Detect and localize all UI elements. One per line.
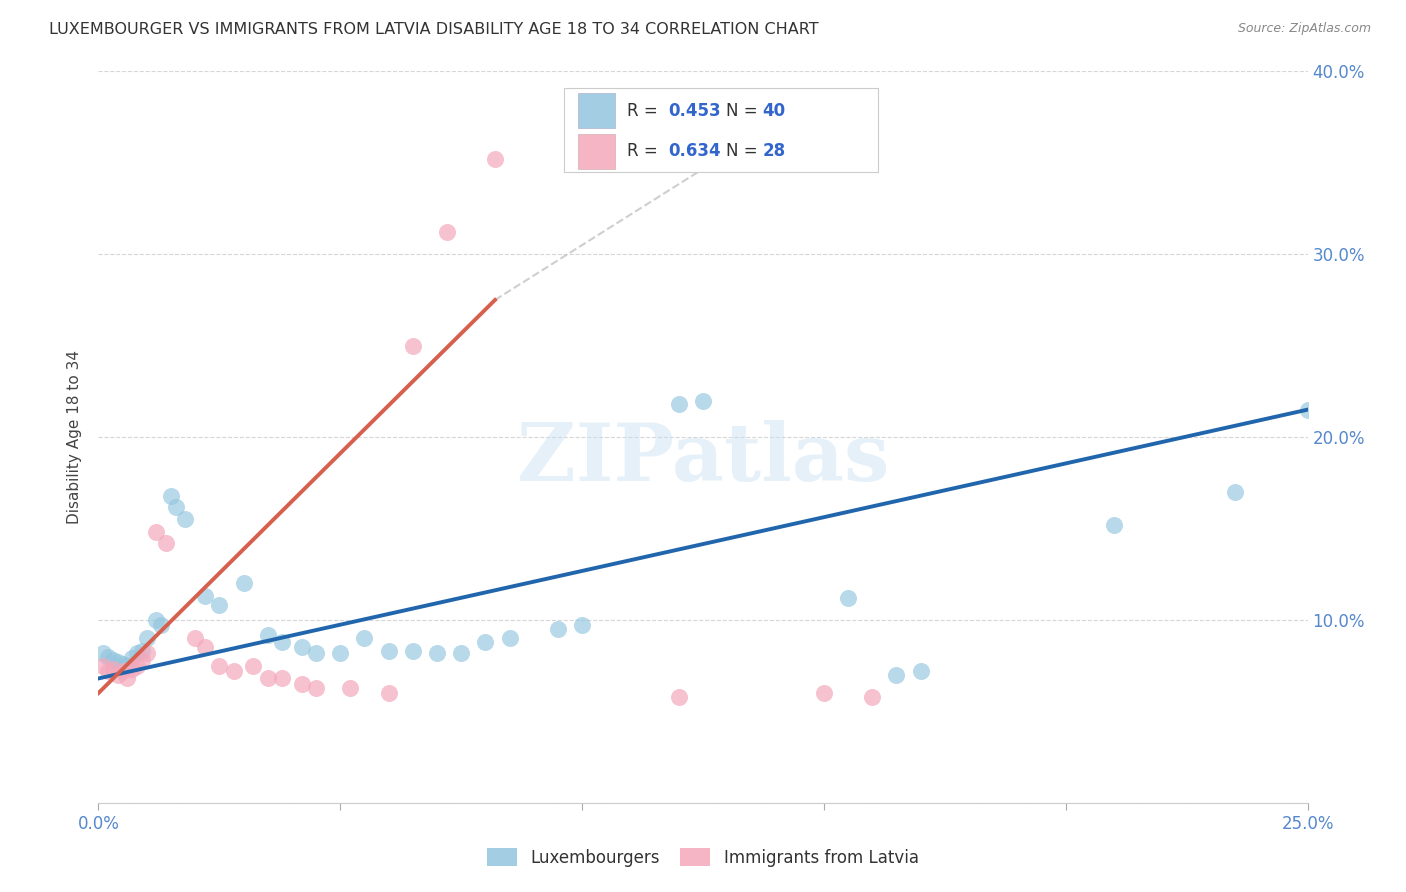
Point [222, 664, 245, 678]
Text: ZIPatlas: ZIPatlas [517, 420, 889, 498]
Point [242, 658, 264, 673]
Point [160, 489, 183, 503]
Point [271, 635, 294, 649]
Point [232, 576, 254, 591]
Text: 28: 28 [762, 142, 786, 161]
Point [135, 646, 157, 660]
Point [150, 618, 173, 632]
Point [135, 632, 157, 646]
Point [305, 681, 328, 695]
Point [290, 640, 312, 655]
Point [101, 662, 124, 676]
Point [256, 627, 278, 641]
Point [107, 655, 129, 669]
Text: R =: R = [627, 102, 662, 120]
Point [101, 653, 124, 667]
Point [1102, 517, 1125, 532]
Point [329, 646, 352, 660]
Text: Source: ZipAtlas.com: Source: ZipAtlas.com [1237, 22, 1371, 36]
Point [121, 651, 143, 665]
Point [165, 500, 187, 514]
Point [377, 644, 399, 658]
Point [194, 640, 217, 655]
Point [174, 512, 197, 526]
Point [111, 664, 134, 678]
Point [571, 618, 593, 632]
Point [813, 686, 835, 700]
Point [127, 646, 149, 660]
Legend: Luxembourgers, Immigrants from Latvia: Luxembourgers, Immigrants from Latvia [479, 840, 927, 875]
Text: N =: N = [725, 142, 763, 161]
Point [121, 662, 143, 676]
Point [886, 667, 908, 681]
Point [668, 690, 690, 704]
Point [353, 632, 375, 646]
FancyBboxPatch shape [578, 94, 614, 128]
Point [208, 658, 231, 673]
FancyBboxPatch shape [564, 88, 879, 172]
Point [208, 599, 231, 613]
Text: 0.634: 0.634 [668, 142, 720, 161]
Point [271, 672, 294, 686]
Point [498, 632, 520, 646]
Point [91, 658, 114, 673]
Point [131, 644, 153, 658]
Point [111, 657, 134, 671]
Point [837, 591, 859, 605]
Point [426, 646, 449, 660]
Point [107, 667, 129, 681]
Point [194, 589, 217, 603]
Point [305, 646, 328, 660]
Point [402, 338, 425, 352]
Point [910, 664, 932, 678]
Point [1296, 402, 1319, 417]
Point [484, 152, 506, 166]
Text: 0.453: 0.453 [668, 102, 720, 120]
Point [117, 658, 139, 673]
Point [184, 632, 207, 646]
Point [290, 677, 312, 691]
Point [339, 681, 361, 695]
Point [692, 393, 714, 408]
Point [436, 225, 458, 239]
Point [402, 644, 425, 658]
Text: LUXEMBOURGER VS IMMIGRANTS FROM LATVIA DISABILITY AGE 18 TO 34 CORRELATION CHART: LUXEMBOURGER VS IMMIGRANTS FROM LATVIA D… [49, 22, 818, 37]
Point [97, 649, 120, 664]
Point [1223, 485, 1246, 500]
Point [377, 686, 399, 700]
Point [117, 672, 139, 686]
Point [145, 525, 167, 540]
Text: N =: N = [725, 102, 763, 120]
Point [97, 664, 120, 678]
Point [860, 690, 883, 704]
Point [450, 646, 472, 660]
Point [256, 672, 278, 686]
Point [145, 613, 167, 627]
Point [91, 646, 114, 660]
Y-axis label: Disability Age 18 to 34: Disability Age 18 to 34 [67, 350, 83, 524]
Point [547, 622, 569, 636]
Text: R =: R = [627, 142, 662, 161]
Point [668, 397, 690, 411]
FancyBboxPatch shape [578, 134, 614, 169]
Point [127, 658, 149, 673]
Point [474, 635, 496, 649]
Point [155, 536, 177, 550]
Text: 40: 40 [762, 102, 786, 120]
Point [131, 653, 153, 667]
